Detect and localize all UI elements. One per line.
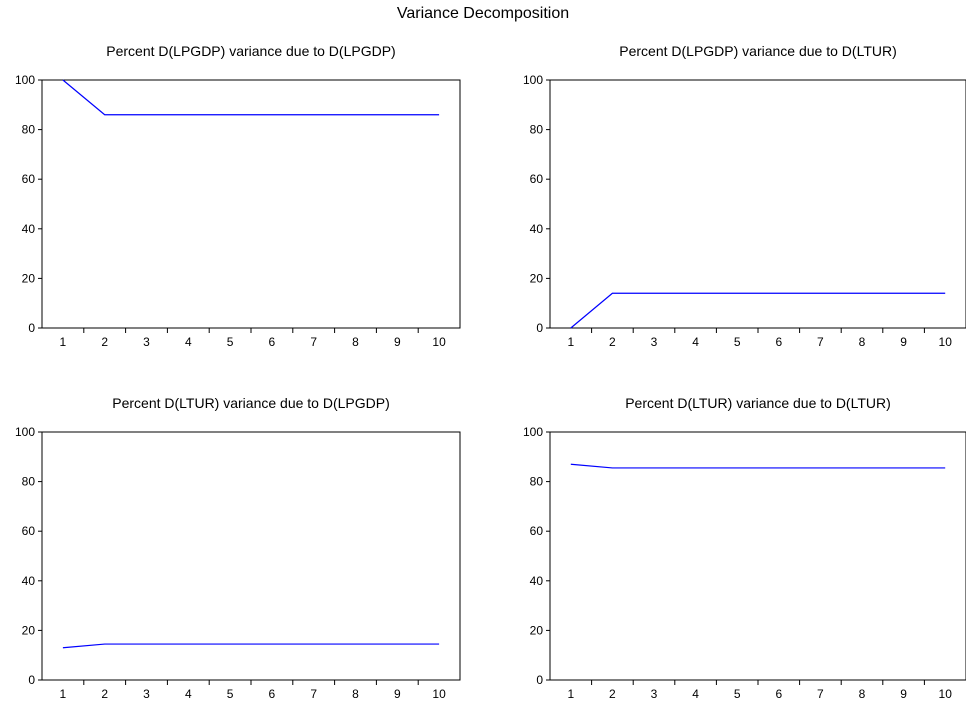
y-tick-label: 20: [530, 623, 544, 637]
x-tick-label: 6: [269, 335, 276, 349]
x-tick-label: 10: [432, 687, 446, 701]
x-tick-label: 5: [227, 335, 234, 349]
y-tick-label: 40: [22, 222, 36, 236]
chart-title-1: Percent D(LPGDP) variance due to D(LPGDP…: [106, 43, 395, 59]
x-tick-label: 5: [734, 687, 741, 701]
plot-frame-3: [41, 431, 461, 681]
x-tick-label: 2: [609, 335, 616, 349]
x-tick-label: 10: [432, 335, 446, 349]
x-tick-label: 4: [185, 335, 192, 349]
x-tick-label: 8: [352, 687, 359, 701]
y-tick-label: 60: [530, 172, 544, 186]
y-tick-label: 0: [536, 673, 543, 687]
x-tick-label: 1: [60, 687, 67, 701]
x-tick-label: 8: [859, 687, 866, 701]
x-tick-label: 2: [609, 687, 616, 701]
y-tick-label: 100: [15, 73, 35, 87]
y-tick-label: 20: [22, 623, 36, 637]
y-tick-label: 100: [15, 425, 35, 439]
x-tick-label: 9: [900, 335, 907, 349]
x-tick-label: 5: [734, 335, 741, 349]
plot-frame-1: [41, 79, 461, 329]
series-line-2: [570, 292, 946, 329]
chart-panel-1: Percent D(LPGDP) variance due to D(LPGDP…: [15, 43, 461, 349]
y-tick-label: 100: [523, 425, 543, 439]
x-tick-label: 9: [900, 687, 907, 701]
y-tick-label: 20: [22, 271, 36, 285]
x-tick-label: 2: [101, 335, 108, 349]
x-tick-label: 3: [651, 687, 658, 701]
x-tick-label: 4: [692, 687, 699, 701]
x-tick-label: 8: [352, 335, 359, 349]
x-tick-label: 7: [310, 335, 317, 349]
y-tick-label: 0: [28, 321, 35, 335]
y-tick-label: 60: [22, 524, 36, 538]
y-tick-label: 60: [530, 524, 544, 538]
chart-panel-4: Percent D(LTUR) variance due to D(LTUR) 0…: [523, 395, 966, 701]
x-tick-label: 1: [567, 687, 574, 701]
x-tick-label: 10: [939, 335, 953, 349]
figure-title: Variance Decomposition: [396, 5, 570, 22]
y-tick-label: 20: [530, 271, 544, 285]
x-tick-label: 7: [817, 687, 824, 701]
series-line-1: [62, 79, 440, 116]
y-tick-label: 80: [22, 475, 36, 489]
chart-title-4: Percent D(LTUR) variance due to D(LTUR): [625, 395, 891, 411]
x-tick-label: 4: [692, 335, 699, 349]
y-tick-label: 0: [28, 673, 35, 687]
y-tick-label: 80: [530, 123, 544, 137]
y-tick-label: 40: [530, 574, 544, 588]
chart-panel-3: Percent D(LTUR) variance due to D(LPGDP)…: [15, 395, 461, 701]
series-line-4: [570, 463, 946, 469]
series-line-3: [62, 643, 440, 649]
chart-title-2: Percent D(LPGDP) variance due to D(LTUR): [619, 43, 897, 59]
x-tick-label: 6: [775, 687, 782, 701]
x-tick-label: 1: [567, 335, 574, 349]
x-tick-label: 3: [143, 335, 150, 349]
plot-frame-2: [549, 79, 966, 329]
x-tick-label: 4: [185, 687, 192, 701]
y-tick-label: 60: [22, 172, 36, 186]
plot-frame-4: [549, 431, 966, 681]
chart-panel-2: Percent D(LPGDP) variance due to D(LTUR)…: [523, 43, 966, 349]
x-tick-label: 6: [269, 687, 276, 701]
x-tick-label: 9: [394, 335, 401, 349]
x-tick-label: 3: [143, 687, 150, 701]
y-tick-label: 0: [536, 321, 543, 335]
y-tick-label: 100: [523, 73, 543, 87]
y-tick-label: 40: [530, 222, 544, 236]
x-tick-label: 3: [651, 335, 658, 349]
x-tick-label: 6: [775, 335, 782, 349]
chart-title-3: Percent D(LTUR) variance due to D(LPGDP): [112, 395, 390, 411]
y-tick-label: 40: [22, 574, 36, 588]
x-tick-label: 5: [227, 687, 234, 701]
x-tick-label: 10: [939, 687, 953, 701]
x-tick-label: 7: [310, 687, 317, 701]
y-tick-label: 80: [530, 475, 544, 489]
x-tick-label: 2: [101, 687, 108, 701]
x-tick-label: 7: [817, 335, 824, 349]
x-tick-label: 8: [859, 335, 866, 349]
x-tick-label: 1: [60, 335, 67, 349]
y-tick-label: 80: [22, 123, 36, 137]
x-tick-label: 9: [394, 687, 401, 701]
